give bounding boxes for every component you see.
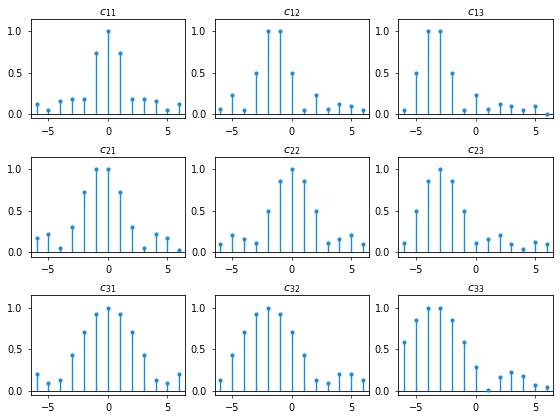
Title: $c_{31}$: $c_{31}$ xyxy=(99,283,116,295)
Title: $c_{11}$: $c_{11}$ xyxy=(99,7,116,19)
Title: $c_{13}$: $c_{13}$ xyxy=(467,7,484,19)
Title: $c_{21}$: $c_{21}$ xyxy=(99,145,116,157)
Title: $c_{22}$: $c_{22}$ xyxy=(283,145,301,157)
Title: $c_{33}$: $c_{33}$ xyxy=(467,283,484,295)
Title: $c_{23}$: $c_{23}$ xyxy=(467,145,484,157)
Title: $c_{12}$: $c_{12}$ xyxy=(283,7,301,19)
Title: $c_{32}$: $c_{32}$ xyxy=(283,283,301,295)
